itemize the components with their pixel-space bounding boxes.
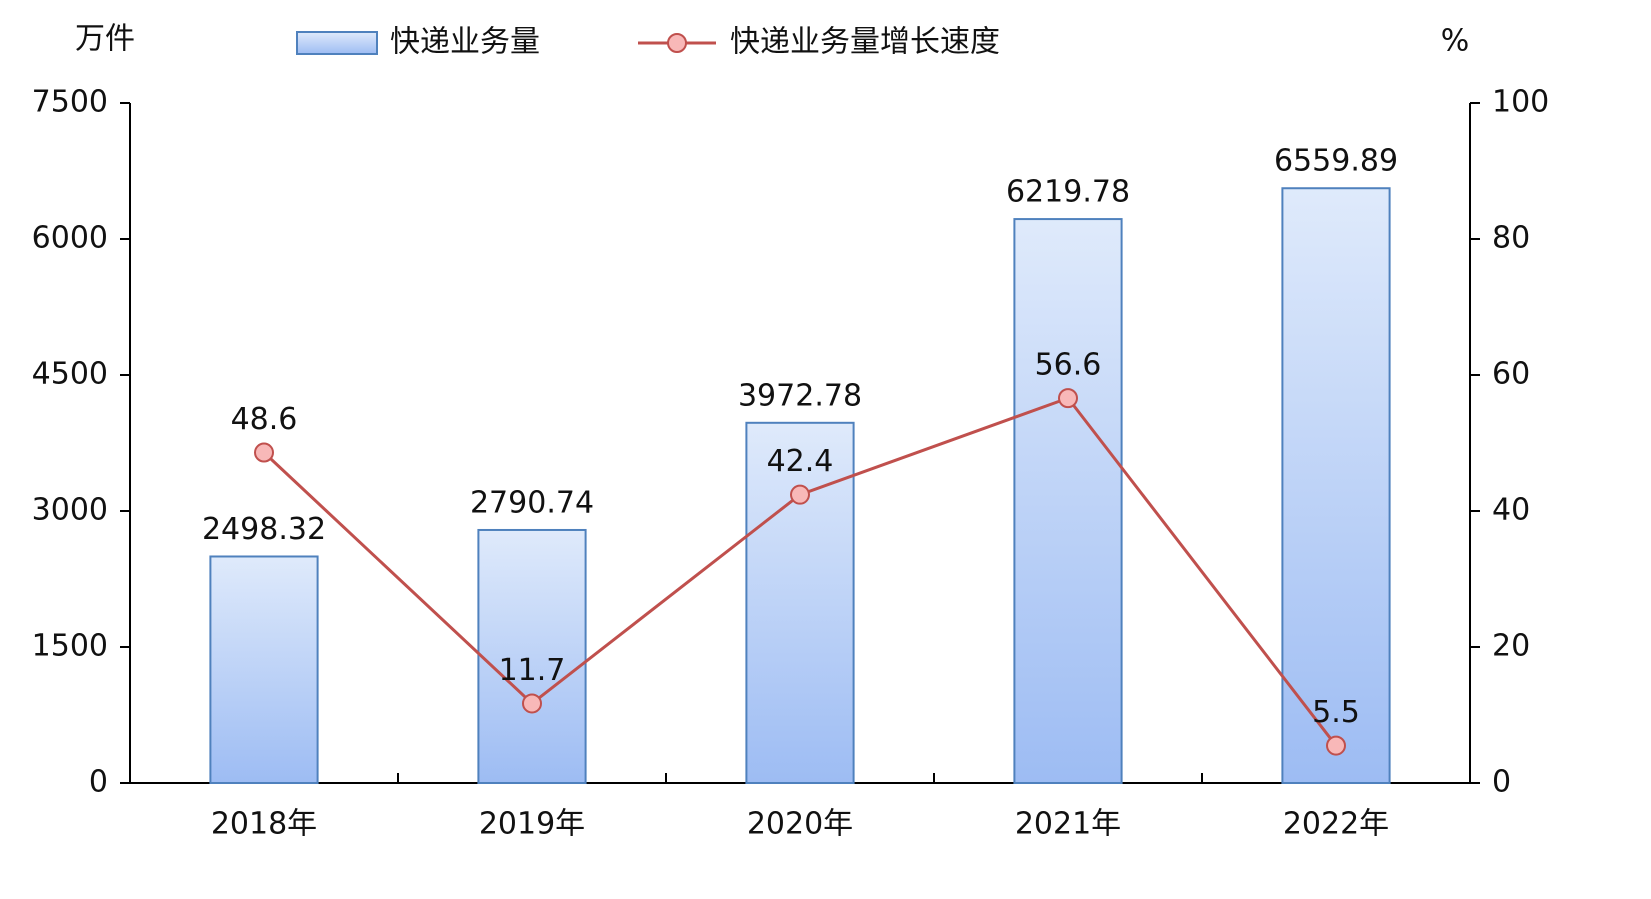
line-marker xyxy=(254,442,274,463)
y-tick-label: 7500 xyxy=(32,85,108,120)
bar-value-label: 3972.78 xyxy=(738,378,862,413)
line-marker xyxy=(1326,735,1346,756)
y-tick-label: 1500 xyxy=(32,629,108,664)
y-tick-label: 6000 xyxy=(32,221,108,256)
x-tick-label: 2018年 xyxy=(211,807,317,842)
legend-label: 快递业务量 xyxy=(390,25,540,60)
y-tick-label: 0 xyxy=(89,765,108,800)
y2-tick-label: 80 xyxy=(1492,221,1530,256)
x-tick-label: 2022年 xyxy=(1283,807,1389,842)
y2-tick-label: 0 xyxy=(1492,765,1511,800)
y-axis-label: 万件 xyxy=(75,22,135,57)
legend-swatch xyxy=(296,31,378,55)
line-marker xyxy=(1058,388,1078,409)
line-value-label: 56.6 xyxy=(1035,348,1102,383)
y2-tick-label: 40 xyxy=(1492,493,1530,528)
line-value-label: 11.7 xyxy=(499,653,566,688)
bar-value-label: 2790.74 xyxy=(470,485,594,520)
bar-value-label: 6219.78 xyxy=(1006,175,1130,210)
bar-value-label: 6559.89 xyxy=(1274,144,1398,179)
x-tick-label: 2019年 xyxy=(479,807,585,842)
x-tick-label: 2021年 xyxy=(1015,807,1121,842)
x-tick-label: 2020年 xyxy=(747,807,853,842)
y2-tick-label: 60 xyxy=(1492,357,1530,392)
line-marker xyxy=(790,484,810,505)
bar xyxy=(477,528,587,784)
bar-value-label: 2498.32 xyxy=(202,512,326,547)
legend-label: 快递业务量增长速度 xyxy=(730,25,1000,60)
bar xyxy=(1013,218,1123,784)
y-tick-label: 3000 xyxy=(32,493,108,528)
bar xyxy=(209,555,319,784)
y2-axis-label: % xyxy=(1441,24,1470,59)
line-value-label: 48.6 xyxy=(231,402,298,437)
y-tick-label: 4500 xyxy=(32,357,108,392)
line-value-label: 42.4 xyxy=(767,444,834,479)
y2-tick-label: 20 xyxy=(1492,629,1530,664)
line-marker xyxy=(522,693,542,714)
y2-tick-label: 100 xyxy=(1492,85,1549,120)
legend-marker xyxy=(667,33,687,53)
bar xyxy=(1281,187,1391,784)
line-value-label: 5.5 xyxy=(1312,695,1360,730)
